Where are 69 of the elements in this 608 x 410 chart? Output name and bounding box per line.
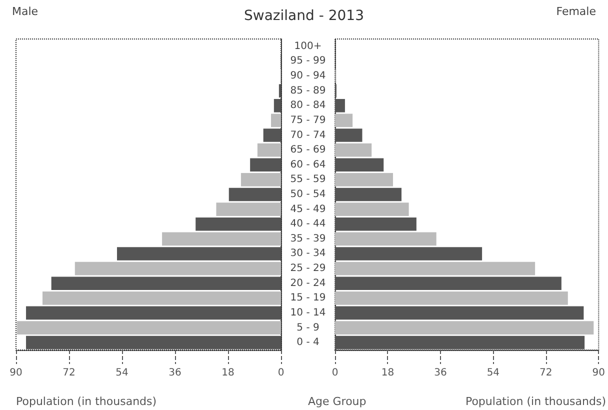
bar <box>335 232 436 246</box>
y-tick-label: 95 - 99 <box>290 56 326 67</box>
y-tick-label: 100+ <box>294 40 322 52</box>
x-tick-label: 36 <box>168 368 182 378</box>
bar <box>263 128 281 142</box>
x-axis-title: Population (in thousands) <box>465 395 606 408</box>
y-tick-label: 55 - 59 <box>290 174 326 186</box>
bar <box>51 276 281 290</box>
y-tick-label: 90 - 94 <box>290 70 326 82</box>
bar <box>335 158 384 172</box>
bar <box>335 217 416 231</box>
bar <box>216 202 281 216</box>
bar <box>196 217 281 231</box>
x-tick-label: 54 <box>486 368 500 378</box>
bar <box>16 321 281 334</box>
y-tick-label: 45 - 49 <box>290 204 326 215</box>
bar <box>335 321 594 334</box>
y-tick-label: 20 - 24 <box>290 278 326 289</box>
bar <box>240 173 281 186</box>
bar <box>335 188 402 202</box>
x-tick-label: 54 <box>116 368 128 378</box>
bar <box>250 158 281 172</box>
x-tick-label: 18 <box>222 368 234 378</box>
bar <box>335 262 536 276</box>
bar <box>335 306 584 320</box>
bar <box>162 232 281 246</box>
chart-title: Swaziland - 2013 <box>244 8 364 24</box>
y-tick-label: 5 - 9 <box>296 322 320 334</box>
bar <box>335 128 362 142</box>
y-tick-label: 80 - 84 <box>290 100 326 112</box>
bar <box>335 247 482 260</box>
bar <box>335 276 562 290</box>
x-tick-label: 0 <box>278 368 284 378</box>
y-tick-label: 65 - 69 <box>290 144 326 156</box>
x-tick-label: 72 <box>62 368 76 378</box>
y-tick-label: 25 - 29 <box>290 263 326 274</box>
bar <box>335 114 353 128</box>
y-tick-label: 75 - 79 <box>290 114 326 126</box>
bar <box>335 143 372 157</box>
bar <box>335 292 568 305</box>
y-tick-label: 50 - 54 <box>290 189 326 200</box>
y-tick-label: 15 - 19 <box>290 292 326 304</box>
bar <box>42 292 281 305</box>
text: Male <box>12 5 38 18</box>
bar <box>74 262 281 276</box>
text: Female <box>556 5 596 18</box>
y-tick-label: 0 - 4 <box>296 337 320 348</box>
x-tick-label: 72 <box>540 368 552 378</box>
x-axis-title: Population (in thousands) <box>16 395 157 408</box>
bar <box>257 143 281 157</box>
y-tick-label: 35 - 39 <box>290 233 326 244</box>
y-tick-label: 85 - 89 <box>290 85 326 96</box>
x-tick-label: 18 <box>381 368 394 378</box>
y-tick-label: 30 - 34 <box>290 248 326 260</box>
x-tick-label: 90 <box>10 368 22 378</box>
x-tick-label: 0 <box>332 368 338 378</box>
bar <box>270 114 281 128</box>
y-tick-label: 40 - 44 <box>290 218 326 230</box>
x-tick-label: 36 <box>434 368 447 378</box>
y-tick-label: 60 - 64 <box>290 159 326 170</box>
bar <box>26 306 281 320</box>
bar <box>335 173 393 186</box>
bar <box>335 202 409 216</box>
y-axis-title: Age Group <box>308 395 366 408</box>
x-tick-label: 90 <box>592 368 606 378</box>
y-tick-label: 10 - 14 <box>290 307 326 318</box>
y-tick-label: 70 - 74 <box>290 130 326 141</box>
bar <box>116 247 281 260</box>
bar <box>228 188 281 202</box>
